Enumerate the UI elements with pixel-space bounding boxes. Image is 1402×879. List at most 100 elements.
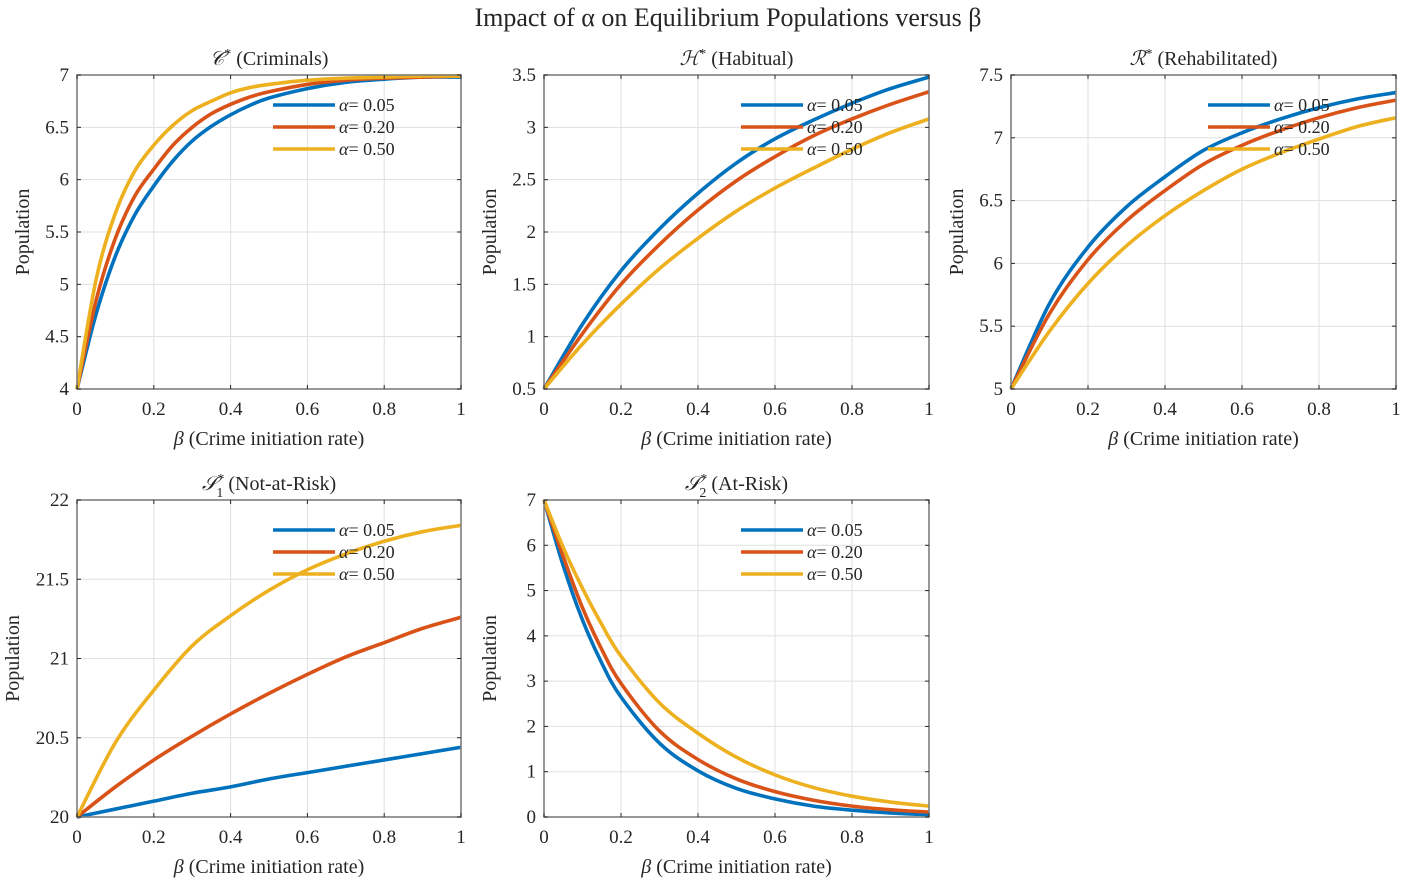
subplot-title: 𝒮* 2 (At-Risk) (685, 472, 788, 501)
x-axis-label: β (Crime initiation rate) (640, 428, 831, 450)
y-tick-label: 5.5 (45, 222, 69, 243)
title-symbol: ℋ (680, 48, 703, 70)
y-tick-label: 4.5 (45, 327, 69, 348)
plot-area (544, 500, 929, 817)
y-tick-label: 4 (527, 626, 537, 647)
x-tick-label: 0.4 (1153, 399, 1177, 420)
x-axis-label: β (Crime initiation rate) (1107, 428, 1298, 450)
series-line-not-at-risk-0 (76, 745, 462, 819)
panel-habitual: 0 0.2 0.4 0.6 0.8 1 0.5 1 1.5 2 2.5 3 3.5 ℋ* (Habitua… (479, 47, 934, 450)
x-tick-label: 0.4 (686, 827, 710, 848)
legend-label: α= 0.20 (339, 117, 395, 137)
x-tick-label: 0.8 (1307, 399, 1331, 420)
y-tick-label: 20.5 (36, 728, 69, 749)
axis-box (1010, 74, 1397, 390)
x-tick-label: 0.6 (763, 827, 787, 848)
x-tick-label: 0.6 (296, 399, 320, 420)
legend-label: α= 0.50 (807, 139, 863, 159)
legend: α= 0.05α= 0.20α= 0.50 (273, 95, 395, 159)
x-tick-label: 0 (539, 399, 549, 420)
legend-label: α= 0.20 (339, 542, 395, 562)
y-tick-label: 6.5 (979, 191, 1003, 212)
x-tick-label: 1 (924, 827, 934, 848)
title-subscript: 1 (216, 486, 223, 501)
y-tick-label: 0.5 (512, 379, 536, 400)
x-tick-label: 0 (72, 827, 82, 848)
series-line-rehabilitated-2 (1009, 115, 1397, 390)
x-tick-label: 0.2 (1076, 399, 1100, 420)
x-axis-label: β (Crime initiation rate) (640, 856, 831, 878)
series-line-habitual-1 (542, 90, 930, 391)
legend: α= 0.05α= 0.20α= 0.50 (741, 520, 863, 584)
y-axis-label: Population (479, 189, 501, 276)
y-tick-label: 7 (527, 490, 537, 511)
x-tick-label: 0.4 (686, 399, 710, 420)
x-tick-label: 1 (1391, 399, 1401, 420)
y-tick-label: 20 (50, 807, 69, 828)
y-axis-label: Population (479, 615, 501, 702)
x-axis-label: β (Crime initiation rate) (173, 856, 364, 878)
legend-label: α= 0.05 (339, 520, 395, 540)
y-tick-label: 1.5 (512, 274, 536, 295)
y-tick-label: 5 (527, 581, 537, 602)
panel-criminals: 0 0.2 0.4 0.6 0.8 1 4 4.5 5 5.5 6 6.5 7 𝒞* (Criminals… (12, 47, 466, 450)
x-tick-label: 0 (539, 827, 549, 848)
y-tick-label: 1 (527, 762, 537, 783)
x-tick-label: 0.6 (763, 399, 787, 420)
plot-area (1011, 75, 1396, 389)
series-line-habitual-0 (542, 75, 930, 390)
subplot-title: 𝒞* (Criminals) (210, 47, 329, 70)
legend-label: α= 0.05 (807, 95, 863, 115)
series-line-not-at-risk-2 (75, 523, 462, 818)
legend: α= 0.05α= 0.20α= 0.50 (273, 520, 395, 584)
x-tick-label: 0 (1006, 399, 1016, 420)
legend-label: α= 0.50 (807, 564, 863, 584)
y-axis-label: Population (2, 615, 24, 702)
legend-label: α= 0.50 (339, 564, 395, 584)
y-axis-label: Population (946, 189, 968, 276)
legend-label: α= 0.20 (807, 117, 863, 137)
y-tick-label: 21.5 (36, 569, 69, 590)
x-tick-label: 0.2 (142, 827, 166, 848)
subplot-title: ℋ* (Habitual) (680, 47, 794, 70)
panel-not-at-risk: 0 0.2 0.4 0.6 0.8 1 20 20.5 21 21.5 22 𝒮* 1 (Not-at-… (2, 472, 466, 878)
subplot-title: ℛ* (Rehabilitated) (1130, 47, 1278, 70)
y-tick-label: 5 (60, 274, 70, 295)
series-line-at-risk-1 (542, 499, 930, 814)
series-line-not-at-risk-1 (75, 615, 462, 819)
y-tick-label: 3.5 (512, 65, 536, 86)
y-tick-label: 5 (994, 379, 1004, 400)
y-tick-label: 4 (60, 379, 70, 400)
y-tick-label: 21 (50, 649, 69, 670)
panel-at-risk: 0 0.2 0.4 0.6 0.8 1 0 1 2 3 4 5 6 7 𝒮* 2 (At-Risk) β (Cr… (479, 472, 934, 878)
x-tick-label: 0.2 (609, 827, 633, 848)
y-tick-label: 1 (527, 327, 537, 348)
figure-title: Impact of α on Equilibrium Populations v… (474, 3, 981, 32)
y-tick-label: 5.5 (979, 316, 1003, 337)
axis-box (543, 499, 930, 818)
y-tick-label: 3 (527, 671, 537, 692)
legend: α= 0.05α= 0.20α= 0.50 (741, 95, 863, 159)
y-tick-label: 7.5 (979, 65, 1003, 86)
x-tick-label: 1 (456, 399, 466, 420)
series-line-rehabilitated-1 (1009, 98, 1397, 390)
x-tick-label: 0.8 (372, 827, 396, 848)
legend-label: α= 0.20 (1274, 117, 1330, 137)
x-tick-label: 0.6 (296, 827, 320, 848)
x-tick-label: 0.4 (219, 399, 243, 420)
panel-rehabilitated: 0 0.2 0.4 0.6 0.8 1 5 5.5 6 6.5 7 7.5 ℛ* (Rehabilita… (946, 47, 1401, 450)
legend-label: α= 0.05 (339, 95, 395, 115)
y-tick-label: 2.5 (512, 170, 536, 191)
legend-label: α= 0.50 (339, 139, 395, 159)
y-tick-label: 6 (527, 535, 537, 556)
y-tick-label: 2 (527, 222, 537, 243)
series-line-habitual-2 (542, 117, 930, 391)
y-tick-label: 0 (527, 807, 537, 828)
legend-label: α= 0.20 (807, 542, 863, 562)
legend-label: α= 0.50 (1274, 139, 1330, 159)
x-tick-label: 0.4 (219, 827, 243, 848)
y-tick-label: 3 (527, 117, 537, 138)
title-symbol: ℛ (1130, 48, 1148, 70)
subplot-title: 𝒮* 1 (Not-at-Risk) (202, 472, 336, 501)
